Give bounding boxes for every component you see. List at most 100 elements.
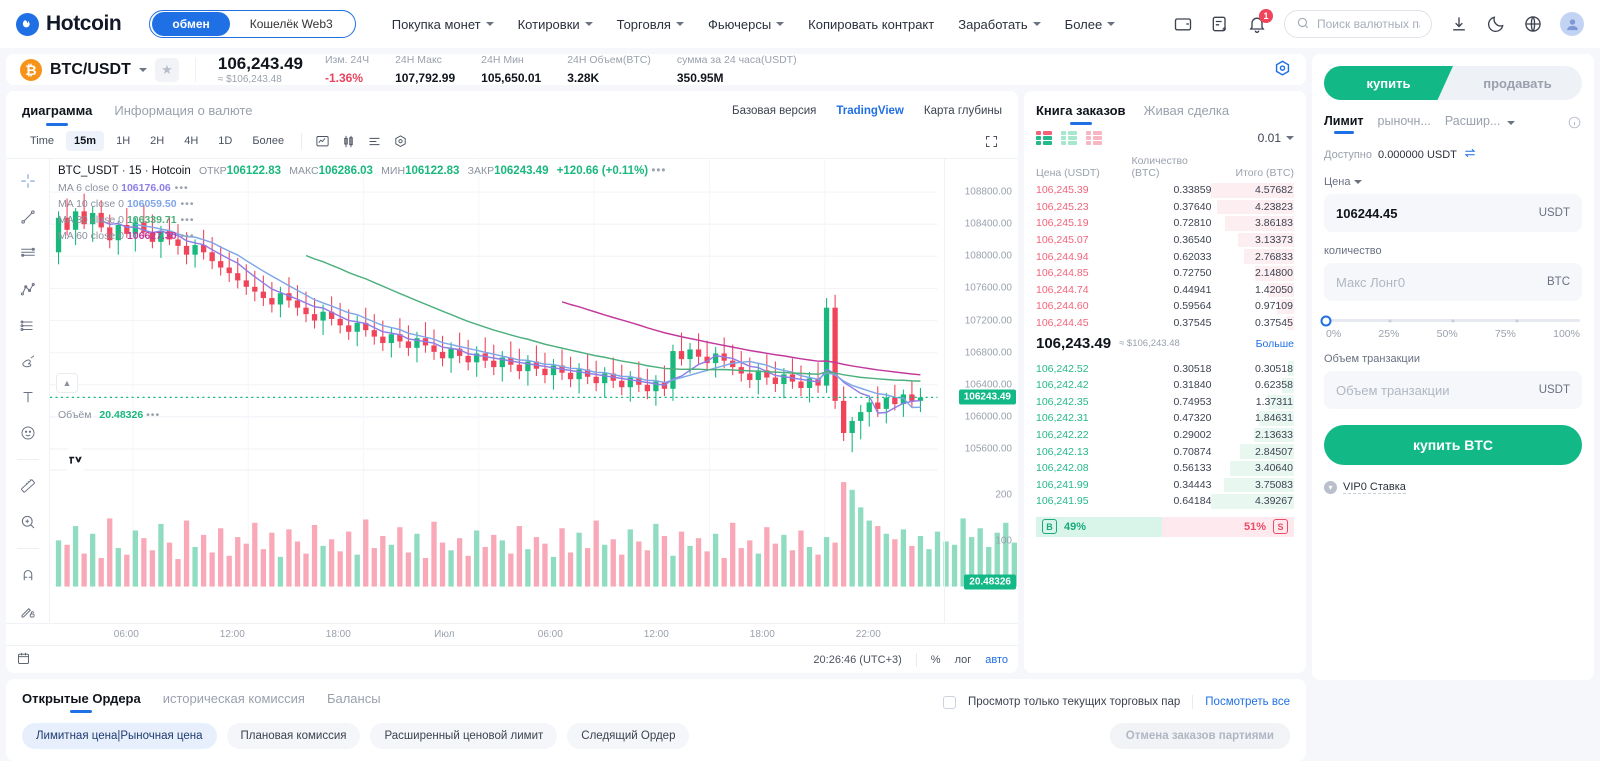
chip-limit-market[interactable]: Лимитная цена|Рыночная цена bbox=[22, 723, 217, 749]
ticker-settings-icon[interactable] bbox=[1273, 59, 1292, 81]
candlestick-icon[interactable] bbox=[337, 130, 359, 152]
volume-field[interactable]: USDT bbox=[1324, 371, 1582, 409]
brush-tool-icon[interactable] bbox=[16, 349, 40, 373]
order-book-row[interactable]: 106,244.45 0.37545 0.37545 bbox=[1036, 315, 1294, 332]
language-globe-icon[interactable] bbox=[1523, 14, 1543, 34]
fibonacci-tool-icon[interactable] bbox=[16, 241, 40, 265]
price-field[interactable]: USDT bbox=[1324, 194, 1582, 232]
nav-item-trading[interactable]: Торговля bbox=[617, 17, 684, 32]
timeframe-more[interactable]: Более bbox=[252, 135, 285, 147]
price-input[interactable] bbox=[1336, 205, 1539, 221]
timeframe-time[interactable]: Time bbox=[30, 135, 55, 147]
search-input[interactable] bbox=[1317, 17, 1420, 31]
chip-trailing-order[interactable]: Следящий Ордер bbox=[567, 723, 690, 749]
order-book-row[interactable]: 106,242.31 0.47320 1.84631 bbox=[1036, 410, 1294, 427]
emoji-tool-icon[interactable] bbox=[16, 421, 40, 445]
tab-coin-info[interactable]: Информация о валюте bbox=[114, 103, 253, 118]
chart-type-icon[interactable] bbox=[311, 130, 333, 152]
candlestick-chart[interactable] bbox=[50, 159, 1018, 623]
gann-tool-icon[interactable] bbox=[16, 313, 40, 337]
order-book-row[interactable]: 106,242.22 0.29002 2.13633 bbox=[1036, 427, 1294, 444]
layout-bids-icon[interactable] bbox=[1061, 131, 1078, 145]
timeframe-1h[interactable]: 1H bbox=[116, 135, 131, 147]
order-book-row[interactable]: 106,244.94 0.62033 2.76833 bbox=[1036, 248, 1294, 265]
order-book-row[interactable]: 106,241.95 0.64184 4.39267 bbox=[1036, 493, 1294, 510]
wallet-icon[interactable] bbox=[1173, 14, 1193, 34]
user-avatar[interactable] bbox=[1560, 12, 1584, 36]
segment-exchange[interactable]: обмен bbox=[152, 12, 230, 36]
order-book-row[interactable]: 106,242.52 0.30518 0.30518 bbox=[1036, 360, 1294, 377]
dark-mode-moon-icon[interactable] bbox=[1486, 14, 1506, 34]
chart-settings-icon[interactable] bbox=[389, 130, 411, 152]
vip-rate-row[interactable]: ▾ VIP0 Ставка bbox=[1324, 481, 1582, 494]
view-depth-map[interactable]: Карта глубины bbox=[923, 104, 1002, 117]
slider-knob[interactable] bbox=[1320, 315, 1332, 326]
batch-cancel-button[interactable]: Отмена заказов партиями bbox=[1109, 723, 1290, 749]
info-icon[interactable] bbox=[1567, 115, 1582, 133]
timeframe-4h[interactable]: 4H bbox=[184, 135, 199, 147]
percent-scale-toggle[interactable]: % bbox=[930, 653, 941, 666]
amount-input[interactable] bbox=[1336, 274, 1547, 290]
amount-percent-slider[interactable]: 0% 25% 50% 75% 100% bbox=[1320, 315, 1582, 340]
nav-item-earn[interactable]: Заработать bbox=[958, 17, 1041, 32]
order-book-row[interactable]: 106,242.42 0.31840 0.62358 bbox=[1036, 377, 1294, 394]
fullscreen-icon[interactable] bbox=[980, 130, 1002, 152]
nav-item-buy-coins[interactable]: Покупка монет bbox=[392, 17, 494, 32]
download-icon[interactable] bbox=[1449, 14, 1469, 34]
sell-tab[interactable]: продавать bbox=[1483, 75, 1552, 91]
slider-label-100[interactable]: 100% bbox=[1553, 328, 1580, 340]
nav-item-more[interactable]: Более bbox=[1065, 17, 1116, 32]
slider-label-75[interactable]: 75% bbox=[1494, 328, 1516, 340]
favorite-star-icon[interactable]: ★ bbox=[154, 57, 179, 82]
trend-line-tool-icon[interactable] bbox=[16, 205, 40, 229]
order-book-row[interactable]: 106,242.35 0.74953 1.37311 bbox=[1036, 394, 1294, 411]
zoom-tool-icon[interactable] bbox=[16, 510, 40, 534]
order-type-advanced[interactable]: Расшир... bbox=[1445, 114, 1515, 134]
order-book-row[interactable]: 106,245.39 0.33859 4.57682 bbox=[1036, 182, 1294, 199]
segment-web3-wallet[interactable]: Кошелёк Web3 bbox=[249, 17, 333, 31]
chip-planned-commission[interactable]: Плановая комиссия bbox=[226, 723, 361, 749]
timeframe-2h[interactable]: 2H bbox=[150, 135, 165, 147]
timeframe-1d[interactable]: 1D bbox=[218, 135, 233, 147]
text-tool-icon[interactable] bbox=[16, 385, 40, 409]
order-type-market[interactable]: рыночн... bbox=[1377, 114, 1431, 128]
layout-asks-icon[interactable] bbox=[1086, 131, 1103, 145]
nav-item-copy-trading[interactable]: Копировать контракт bbox=[808, 17, 934, 32]
tab-live-trades[interactable]: Живая сделка bbox=[1143, 103, 1230, 118]
order-book-row[interactable]: 106,244.85 0.72750 2.14800 bbox=[1036, 265, 1294, 282]
nav-item-futures[interactable]: Фьючерсы bbox=[708, 17, 785, 32]
chip-extended-price-limit[interactable]: Расширенный ценовой лимит bbox=[370, 723, 558, 749]
orders-list-icon[interactable] bbox=[1210, 14, 1230, 34]
slider-track[interactable] bbox=[1320, 315, 1580, 326]
current-pair-only-checkbox[interactable] bbox=[942, 695, 956, 709]
mode-switch[interactable]: обмен Кошелёк Web3 bbox=[149, 10, 356, 38]
order-book-row[interactable]: 106,241.99 0.34443 3.75083 bbox=[1036, 477, 1294, 494]
amount-field[interactable]: BTC bbox=[1324, 263, 1582, 301]
volume-input[interactable] bbox=[1336, 382, 1539, 398]
pitchfork-tool-icon[interactable] bbox=[16, 277, 40, 301]
tab-order-book[interactable]: Книга заказов bbox=[1036, 103, 1126, 125]
log-scale-toggle[interactable]: лог bbox=[954, 653, 972, 666]
volume-more-icon[interactable]: ••• bbox=[146, 409, 161, 421]
calendar-icon[interactable] bbox=[16, 651, 31, 669]
order-book-row[interactable]: 106,244.60 0.59564 0.97109 bbox=[1036, 298, 1294, 315]
timeframe-15m[interactable]: 15m bbox=[66, 131, 105, 151]
buy-tab[interactable]: купить bbox=[1324, 66, 1453, 100]
order-book-row[interactable]: 106,242.13 0.70874 2.84507 bbox=[1036, 443, 1294, 460]
measure-tool-icon[interactable] bbox=[16, 474, 40, 498]
time-axis[interactable]: 06:00 12:00 18:00 Июл 06:00 12:00 18:00 22:00 bbox=[6, 623, 1018, 645]
crosshair-tool-icon[interactable] bbox=[16, 169, 40, 193]
magnet-tool-icon[interactable] bbox=[16, 563, 40, 587]
notification-bell-icon[interactable]: 1 bbox=[1247, 9, 1273, 34]
view-all-link[interactable]: Посмотреть все bbox=[1205, 696, 1290, 708]
view-basic[interactable]: Базовая версия bbox=[732, 104, 817, 117]
slider-label-25[interactable]: 25% bbox=[1378, 328, 1400, 340]
order-book-row[interactable]: 106,245.23 0.37640 4.23823 bbox=[1036, 199, 1294, 216]
submit-buy-button[interactable]: купить BTC bbox=[1324, 425, 1582, 465]
order-book-row[interactable]: 106,245.19 0.72810 3.86183 bbox=[1036, 215, 1294, 232]
search-box[interactable] bbox=[1284, 10, 1432, 38]
slider-label-50[interactable]: 50% bbox=[1436, 328, 1458, 340]
lock-drawings-icon[interactable] bbox=[16, 599, 40, 623]
precision-selector[interactable]: 0.01 bbox=[1258, 131, 1294, 145]
chart-plot-area[interactable]: BTC_USDT · 15 · Hotcoin ОТКР106122.83 МА… bbox=[50, 159, 1018, 623]
